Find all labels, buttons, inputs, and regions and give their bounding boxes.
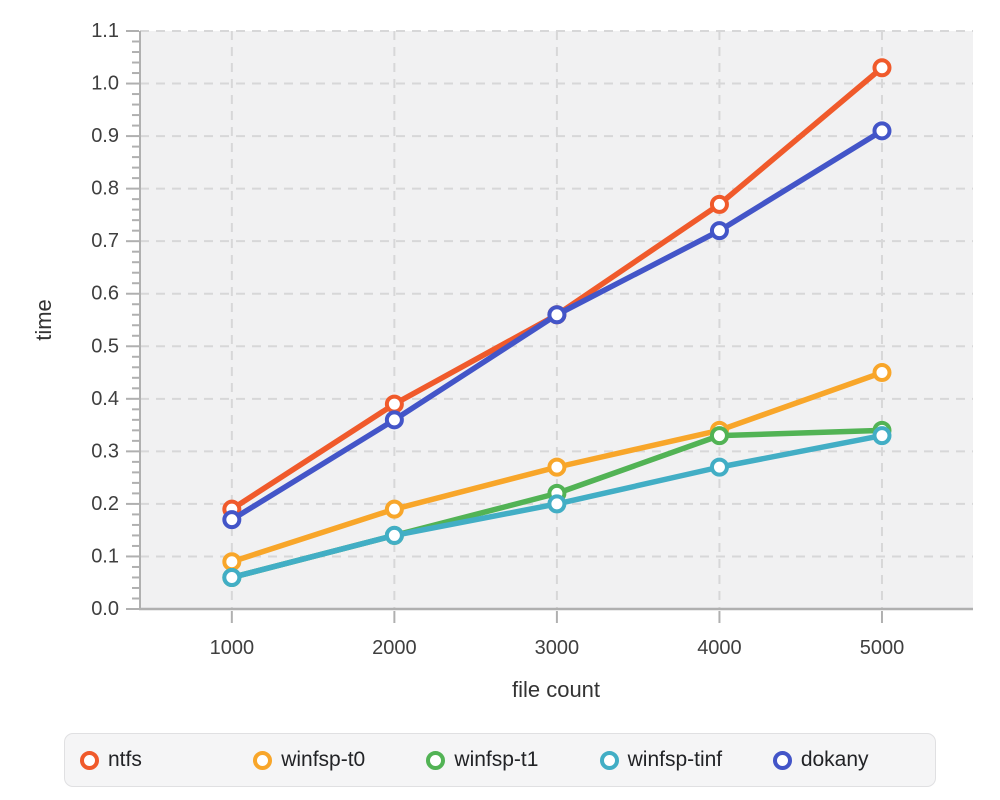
y-tick-label: 0.5 — [91, 335, 119, 357]
data-point-dokany — [872, 121, 892, 141]
y-tick-label: 1.0 — [91, 73, 119, 95]
data-point-winfsp-t0 — [384, 499, 404, 519]
legend-ring-icon — [80, 750, 99, 770]
data-point-winfsp-t0 — [547, 457, 567, 477]
chart-legend: ntfs winfsp-t0 winfsp-t1 winfsp-tinf dokany — [64, 733, 936, 787]
y-tick-label: 0.4 — [91, 388, 119, 410]
legend-label: ntfs — [108, 748, 142, 771]
legend-ring-icon — [772, 750, 792, 770]
y-tick-label: 0.7 — [91, 230, 119, 252]
legend-label: winfsp-t0 — [281, 748, 366, 771]
legend-ring-icon — [253, 750, 273, 770]
y-tick-label: 0.9 — [91, 125, 119, 147]
data-point-winfsp-t0 — [872, 363, 892, 383]
legend-item-winfsp-t0: winfsp-t0 — [240, 748, 413, 772]
legend-item-dokany: dokany — [760, 748, 933, 772]
data-point-ntfs — [709, 194, 729, 214]
x-tick-label: 2000 — [372, 637, 417, 659]
data-point-dokany — [384, 410, 404, 430]
data-point-dokany — [547, 305, 567, 325]
y-axis-title: time — [31, 299, 56, 341]
legend-item-ntfs: ntfs — [67, 748, 240, 772]
data-point-dokany — [222, 510, 242, 530]
data-point-winfsp-tinf — [709, 457, 729, 477]
y-tick-label: 0.2 — [91, 493, 119, 515]
data-point-winfsp-tinf — [384, 525, 404, 545]
x-tick-label: 5000 — [860, 637, 905, 659]
legend-label: winfsp-t1 — [454, 748, 539, 771]
legend-ring-icon — [599, 750, 619, 770]
legend-label: winfsp-tinf — [627, 748, 723, 771]
x-tick-label: 4000 — [697, 637, 742, 659]
y-tick-label: 1.1 — [91, 20, 119, 42]
data-point-winfsp-tinf — [222, 567, 242, 587]
data-point-winfsp-t0 — [222, 552, 242, 572]
legend-item-winfsp-tinf: winfsp-tinf — [587, 748, 760, 772]
data-point-winfsp-tinf — [872, 426, 892, 446]
y-tick-label: 0.1 — [91, 545, 119, 567]
data-point-ntfs — [384, 394, 404, 414]
y-tick-label: 0.8 — [91, 178, 119, 200]
data-point-ntfs — [872, 58, 892, 78]
data-point-winfsp-tinf — [547, 494, 567, 514]
legend-item-winfsp-t1: winfsp-t1 — [413, 748, 586, 772]
data-point-winfsp-t1 — [709, 426, 729, 446]
data-point-dokany — [709, 221, 729, 241]
x-tick-label: 3000 — [535, 637, 580, 659]
y-tick-label: 0.6 — [91, 283, 119, 305]
x-axis-title: file count — [511, 677, 601, 702]
legend-label: dokany — [800, 748, 869, 771]
y-tick-label: 0.3 — [91, 440, 119, 462]
y-tick-label: 0.0 — [91, 598, 119, 620]
x-tick-label: 1000 — [210, 637, 255, 659]
legend-ring-icon — [426, 750, 446, 770]
